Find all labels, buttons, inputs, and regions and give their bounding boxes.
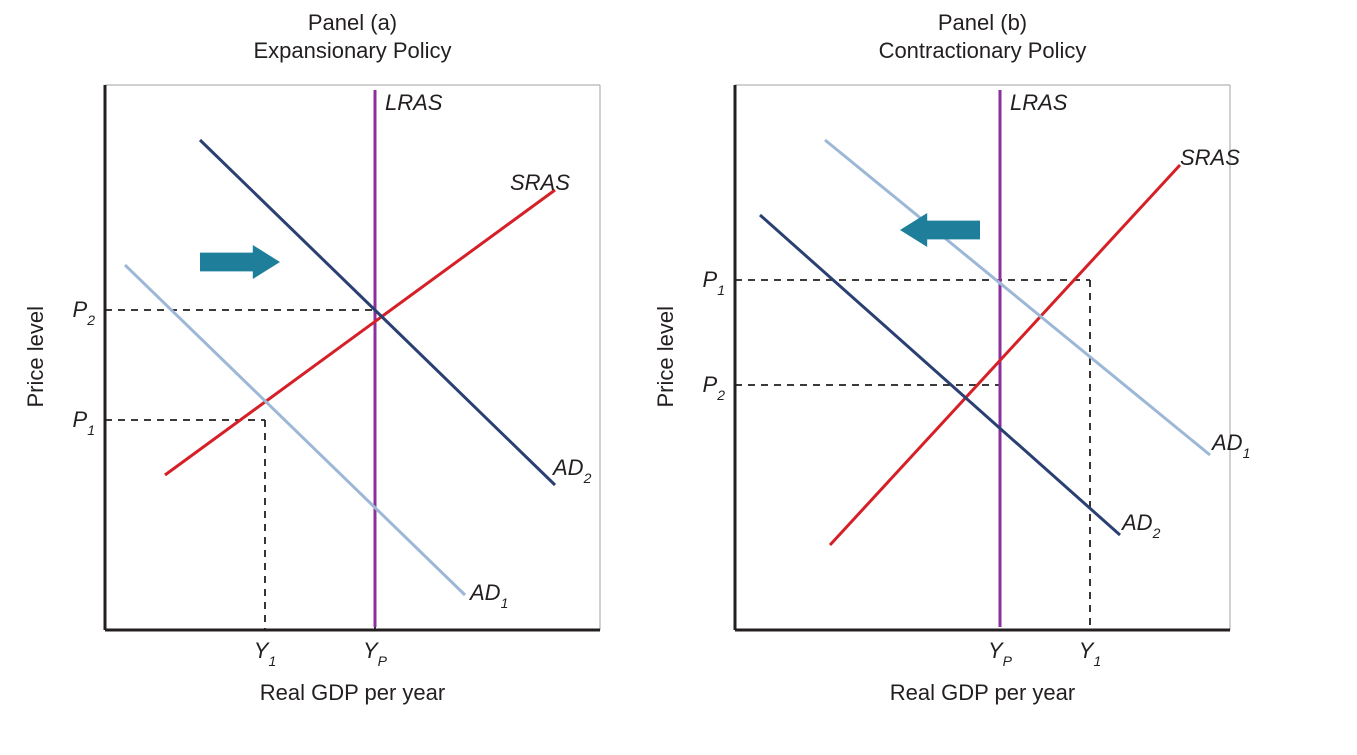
svg-text:LRAS: LRAS — [1010, 90, 1068, 115]
ad1-curve — [825, 140, 1210, 455]
panel-title: Expansionary Policy — [253, 38, 451, 63]
panel-title: Contractionary Policy — [879, 38, 1087, 63]
svg-text:P1: P1 — [703, 267, 725, 298]
svg-text:YP: YP — [988, 638, 1013, 669]
svg-text:SRAS: SRAS — [1180, 145, 1240, 170]
y-axis-label: Price level — [653, 306, 678, 407]
svg-text:P2: P2 — [73, 297, 96, 328]
ad2-curve — [760, 215, 1120, 535]
sras-curve — [165, 190, 555, 475]
svg-text:AD2: AD2 — [551, 455, 592, 486]
ad2-curve — [200, 140, 555, 485]
panel-title: Panel (b) — [938, 10, 1027, 35]
svg-text:P2: P2 — [703, 372, 726, 403]
figure: Panel (a) Expansionary Policy LRAS SRAS AD1 A… — [0, 0, 1357, 750]
svg-text:SRAS: SRAS — [510, 170, 570, 195]
panel-title: Panel (a) — [308, 10, 397, 35]
svg-text:Y1: Y1 — [254, 638, 276, 669]
svg-text:YP: YP — [363, 638, 388, 669]
ad1-curve — [125, 265, 465, 595]
y-axis-label: Price level — [23, 306, 48, 407]
x-axis-label: Real GDP per year — [890, 680, 1075, 705]
svg-text:AD2: AD2 — [1120, 510, 1161, 541]
svg-text:P1: P1 — [73, 407, 95, 438]
svg-text:Y1: Y1 — [1079, 638, 1101, 669]
x-axis-label: Real GDP per year — [260, 680, 445, 705]
shift-arrow — [900, 213, 980, 247]
shift-arrow — [200, 245, 280, 279]
svg-text:AD1: AD1 — [468, 580, 508, 611]
sras-curve — [830, 165, 1180, 545]
svg-text:LRAS: LRAS — [385, 90, 443, 115]
